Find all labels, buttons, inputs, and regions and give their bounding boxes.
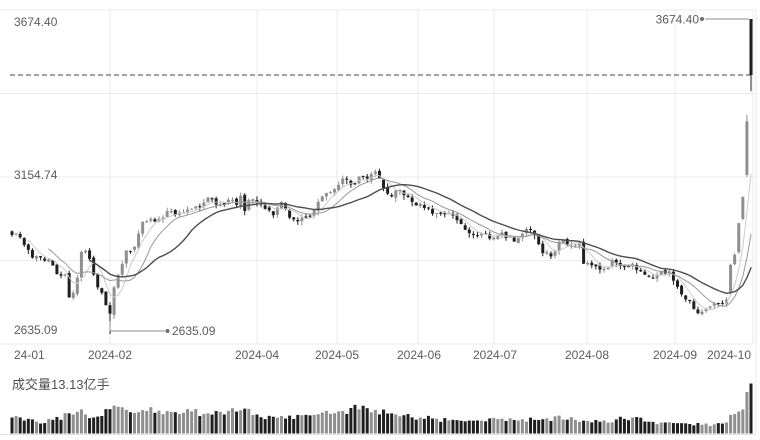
x-axis-label-jul: 2024-07	[473, 348, 517, 362]
volume-bars	[10, 383, 753, 434]
high-annotation-dot	[700, 17, 704, 21]
x-axis-label-jun: 2024-06	[397, 348, 441, 362]
x-axis-label-feb: 2024-02	[88, 348, 132, 362]
y-axis-label-mid: 3154.74	[14, 168, 58, 182]
x-axis-label-sep: 2024-09	[653, 348, 697, 362]
low-annotation-label: 2635.09	[172, 324, 216, 338]
x-axis-label-may: 2024-05	[315, 348, 359, 362]
low-annotation-leader	[109, 321, 170, 333]
grid-lines	[0, 9, 757, 435]
high-annotation-label: 3674.40	[656, 13, 700, 27]
ma-lines	[27, 173, 752, 311]
volume-title: 成交量13.13亿手	[12, 377, 110, 392]
x-axis-label-aug: 2024-08	[565, 348, 609, 362]
x-axis-label-oct: 2024-10	[707, 348, 751, 362]
y-axis-label-max: 3674.40	[14, 15, 58, 29]
x-axis-label-jan: 24-01	[14, 348, 45, 362]
low-annotation-dot	[165, 329, 170, 333]
high-annotation-leader	[700, 17, 749, 21]
x-axis-label-apr: 2024-04	[235, 348, 279, 362]
y-axis-label-min: 2635.09	[14, 323, 58, 337]
